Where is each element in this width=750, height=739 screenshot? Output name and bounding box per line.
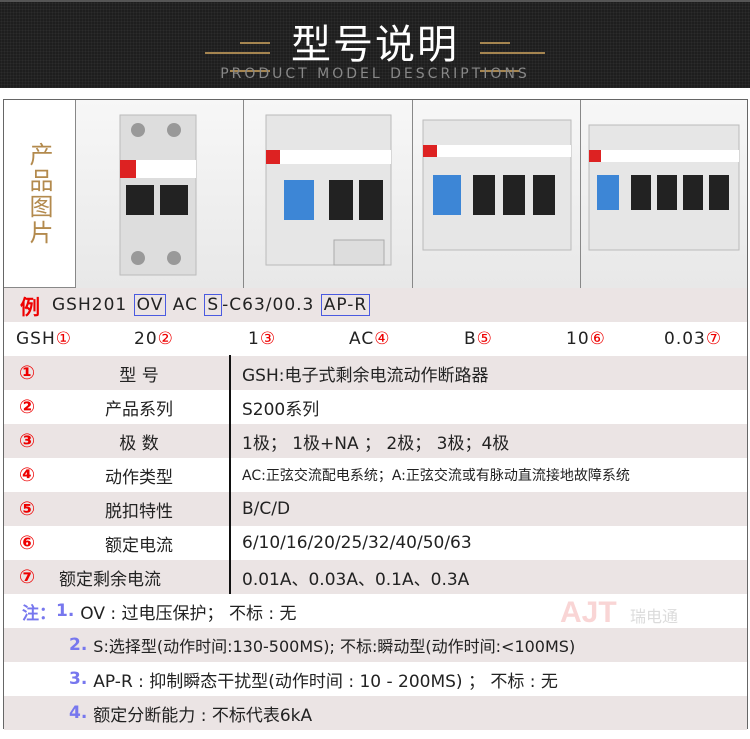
row-value: 6/10/16/20/25/32/40/50/63	[242, 533, 472, 553]
model-table: 产品图片 例 GSH201 OV AC S -C63/00.3 AP-R GSH①…	[3, 99, 748, 730]
note-text: AP-R : 抑制瞬态干扰型(动作时间 : 10 - 200MS) ； 不标 :…	[93, 671, 558, 692]
section-header: 型号说明 PRODUCT MODEL DESCRIPTIONS	[0, 0, 750, 88]
page-title: 型号说明	[291, 22, 459, 68]
row-number: ④	[18, 464, 36, 486]
column-divider	[229, 355, 231, 594]
note-number: 4.	[69, 703, 88, 723]
example-prefix: 例	[20, 294, 40, 319]
row-label: 产品系列	[105, 399, 173, 420]
code-breakdown-row: GSH① 20② 1③ AC④ B⑤ 10⑥ 0.03⑦	[4, 322, 747, 356]
note-text: 额定分断能力 : 不标代表6kA	[93, 705, 313, 726]
spec-row: ③ 极 数 1极； 1极+NA ； 2极； 3极；4极	[4, 424, 747, 458]
spec-row: ① 型 号 GSH:电子式剩余电流动作断路器	[4, 356, 747, 390]
row-value: 1极； 1极+NA ； 2极； 3极；4极	[242, 433, 510, 454]
spec-row: ⑤ 脱扣特性 B/C/D	[4, 492, 747, 526]
spec-row: ⑥ 额定电流 6/10/16/20/25/32/40/50/63	[4, 526, 747, 560]
product-image-rcbo-3p	[413, 100, 581, 288]
example-part: AC	[172, 295, 198, 315]
row-label: 额定剩余电流	[59, 569, 161, 590]
spec-row: ⑦ 额定剩余电流 0.01A、0.03A、0.1A、0.3A	[4, 560, 747, 594]
row-value: B/C/D	[242, 499, 291, 519]
note-number: 1.	[56, 601, 75, 621]
code-part: 0.03⑦	[664, 329, 723, 349]
row-number: ⑥	[18, 532, 36, 554]
code-part: 20②	[134, 329, 174, 349]
svg-text:AJT: AJT	[560, 596, 617, 626]
example-part-ov: OV	[133, 294, 167, 316]
code-part: 1③	[248, 329, 277, 349]
spec-row: ② 产品系列 S200系列	[4, 390, 747, 424]
note-number: 3.	[69, 669, 88, 689]
row-value: GSH:电子式剩余电流动作断路器	[242, 365, 489, 386]
row-number: ⑦	[18, 566, 36, 588]
example-part: -C63/00.3	[222, 295, 315, 315]
code-part: B⑤	[464, 329, 493, 349]
row-value: AC:正弦交流配电系统；A:正弦交流或有脉动直流接地故障系统	[242, 468, 630, 484]
code-part: 10⑥	[566, 329, 606, 349]
watermark-logo: AJT 瑞电通	[560, 596, 690, 629]
row-value: S200系列	[242, 399, 320, 420]
note-row: 4. 额定分断能力 : 不标代表6kA	[4, 696, 747, 730]
note-text: S:选择型(动作时间:130-500MS); 不标:瞬动型(动作时间:<100M…	[93, 637, 576, 656]
row-value: 0.01A、0.03A、0.1A、0.3A	[242, 569, 470, 590]
note-text: OV : 过电压保护； 不标 : 无	[80, 603, 297, 624]
page-subtitle: PRODUCT MODEL DESCRIPTIONS	[220, 66, 530, 82]
example-part-apr: AP-R	[320, 294, 371, 316]
row-number: ①	[18, 362, 36, 384]
product-image-rcbo-2p	[244, 100, 413, 288]
row-number: ⑤	[18, 498, 36, 520]
svg-text:瑞电通: 瑞电通	[630, 607, 678, 626]
example-part-s: S	[204, 294, 223, 316]
example-part: GSH201	[52, 295, 128, 315]
code-part: AC④	[349, 329, 391, 349]
note-row: 注： 1. OV : 过电压保护； 不标 : 无	[4, 594, 747, 628]
product-images-row: 产品图片	[4, 100, 747, 288]
code-part: GSH①	[16, 329, 72, 349]
product-image-rcbo-4p	[581, 100, 747, 288]
row-label: 额定电流	[105, 535, 173, 556]
product-images-label: 产品图片	[4, 100, 76, 288]
product-image-2pole	[76, 100, 244, 288]
note-number: 2.	[69, 635, 88, 655]
example-code: GSH201 OV AC S -C63/00.3 AP-R	[52, 294, 371, 316]
row-label: 型 号	[119, 365, 159, 386]
notes-prefix: 注：	[22, 603, 56, 624]
note-row: 2. S:选择型(动作时间:130-500MS); 不标:瞬动型(动作时间:<10…	[4, 628, 747, 662]
row-number: ②	[18, 396, 36, 418]
row-number: ③	[18, 430, 36, 452]
row-label: 动作类型	[105, 467, 173, 488]
note-row: 3. AP-R : 抑制瞬态干扰型(动作时间 : 10 - 200MS) ； 不标…	[4, 662, 747, 696]
example-row: 例 GSH201 OV AC S -C63/00.3 AP-R	[4, 288, 747, 322]
row-label: 脱扣特性	[105, 501, 173, 522]
spec-row: ④ 动作类型 AC:正弦交流配电系统；A:正弦交流或有脉动直流接地故障系统	[4, 458, 747, 492]
row-label: 极 数	[119, 433, 159, 454]
